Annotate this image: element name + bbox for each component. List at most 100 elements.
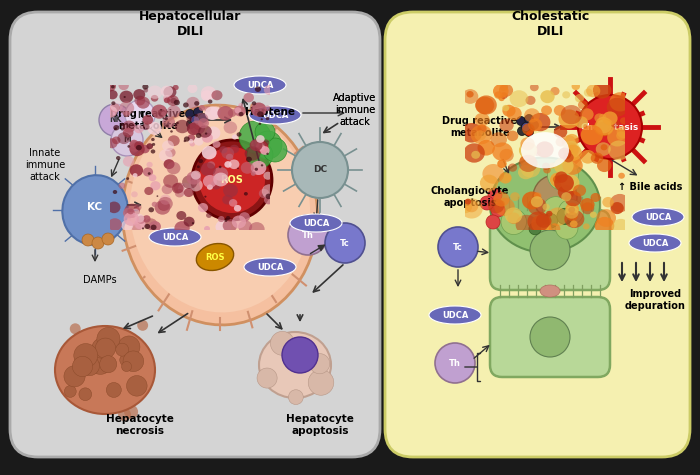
Circle shape bbox=[255, 86, 261, 92]
Circle shape bbox=[261, 164, 263, 166]
Ellipse shape bbox=[122, 105, 318, 325]
Circle shape bbox=[97, 327, 120, 351]
Circle shape bbox=[230, 145, 239, 153]
Circle shape bbox=[530, 83, 539, 91]
Circle shape bbox=[266, 152, 269, 155]
Circle shape bbox=[118, 81, 129, 90]
Text: Tc: Tc bbox=[340, 238, 350, 247]
Text: ROS: ROS bbox=[205, 253, 225, 262]
Circle shape bbox=[222, 195, 233, 205]
Circle shape bbox=[198, 118, 209, 128]
Circle shape bbox=[89, 351, 112, 374]
Text: Improved
depuration: Improved depuration bbox=[624, 289, 685, 311]
Circle shape bbox=[500, 92, 508, 99]
Circle shape bbox=[207, 162, 215, 169]
Circle shape bbox=[184, 136, 190, 142]
Circle shape bbox=[480, 196, 494, 210]
Circle shape bbox=[254, 131, 282, 159]
Circle shape bbox=[127, 376, 147, 396]
Circle shape bbox=[167, 95, 178, 106]
Circle shape bbox=[566, 147, 574, 153]
Circle shape bbox=[225, 219, 228, 222]
Circle shape bbox=[561, 105, 582, 124]
Ellipse shape bbox=[220, 162, 232, 176]
Circle shape bbox=[309, 353, 330, 374]
Circle shape bbox=[130, 164, 143, 177]
Circle shape bbox=[95, 338, 116, 358]
Circle shape bbox=[499, 83, 508, 91]
Circle shape bbox=[498, 95, 505, 101]
Circle shape bbox=[519, 155, 538, 172]
Circle shape bbox=[163, 86, 176, 98]
Circle shape bbox=[120, 128, 124, 131]
Circle shape bbox=[214, 172, 228, 186]
Circle shape bbox=[594, 114, 604, 123]
Circle shape bbox=[113, 190, 117, 194]
Circle shape bbox=[244, 146, 260, 161]
Circle shape bbox=[518, 165, 533, 179]
Circle shape bbox=[466, 91, 474, 97]
FancyBboxPatch shape bbox=[385, 12, 690, 457]
Circle shape bbox=[580, 198, 594, 211]
Circle shape bbox=[238, 220, 252, 233]
Circle shape bbox=[164, 117, 168, 120]
Circle shape bbox=[204, 106, 211, 112]
Circle shape bbox=[244, 93, 254, 102]
Circle shape bbox=[549, 223, 561, 234]
Ellipse shape bbox=[203, 257, 212, 266]
Circle shape bbox=[197, 165, 199, 168]
Text: UDCA: UDCA bbox=[303, 218, 329, 228]
Circle shape bbox=[198, 125, 212, 138]
Circle shape bbox=[565, 134, 579, 146]
Circle shape bbox=[530, 230, 570, 270]
Circle shape bbox=[148, 207, 154, 212]
FancyBboxPatch shape bbox=[490, 210, 610, 290]
Circle shape bbox=[530, 113, 550, 131]
Ellipse shape bbox=[149, 228, 201, 246]
Text: Adaptive
immune
attack: Adaptive immune attack bbox=[333, 94, 377, 127]
Circle shape bbox=[123, 128, 134, 137]
Text: DC: DC bbox=[313, 165, 327, 174]
Circle shape bbox=[208, 99, 212, 104]
Circle shape bbox=[160, 86, 173, 97]
Circle shape bbox=[471, 151, 480, 159]
Circle shape bbox=[610, 92, 631, 112]
Circle shape bbox=[543, 167, 551, 173]
Circle shape bbox=[251, 140, 260, 148]
Circle shape bbox=[158, 200, 169, 211]
Circle shape bbox=[499, 172, 512, 183]
Circle shape bbox=[199, 105, 205, 111]
Ellipse shape bbox=[216, 260, 223, 269]
Ellipse shape bbox=[232, 162, 244, 176]
Circle shape bbox=[203, 175, 217, 188]
Text: UDCA: UDCA bbox=[645, 212, 671, 221]
Circle shape bbox=[140, 145, 150, 153]
Circle shape bbox=[99, 356, 117, 373]
Circle shape bbox=[192, 222, 194, 224]
Circle shape bbox=[475, 97, 494, 114]
Circle shape bbox=[118, 336, 140, 358]
Circle shape bbox=[262, 139, 270, 146]
Circle shape bbox=[152, 143, 155, 146]
Circle shape bbox=[168, 135, 180, 146]
Circle shape bbox=[123, 351, 144, 371]
Circle shape bbox=[527, 211, 550, 232]
Circle shape bbox=[591, 152, 603, 164]
Circle shape bbox=[465, 200, 478, 212]
Circle shape bbox=[199, 147, 265, 213]
Circle shape bbox=[531, 215, 552, 233]
Circle shape bbox=[282, 337, 318, 373]
Circle shape bbox=[595, 118, 614, 135]
Circle shape bbox=[160, 195, 172, 205]
Circle shape bbox=[520, 137, 535, 150]
Circle shape bbox=[172, 183, 183, 193]
Circle shape bbox=[167, 105, 181, 118]
Circle shape bbox=[148, 172, 150, 175]
Circle shape bbox=[131, 191, 138, 197]
Circle shape bbox=[550, 87, 559, 95]
Circle shape bbox=[536, 142, 554, 158]
Circle shape bbox=[530, 317, 570, 357]
Circle shape bbox=[167, 162, 181, 174]
Circle shape bbox=[223, 184, 238, 197]
Circle shape bbox=[125, 100, 155, 130]
